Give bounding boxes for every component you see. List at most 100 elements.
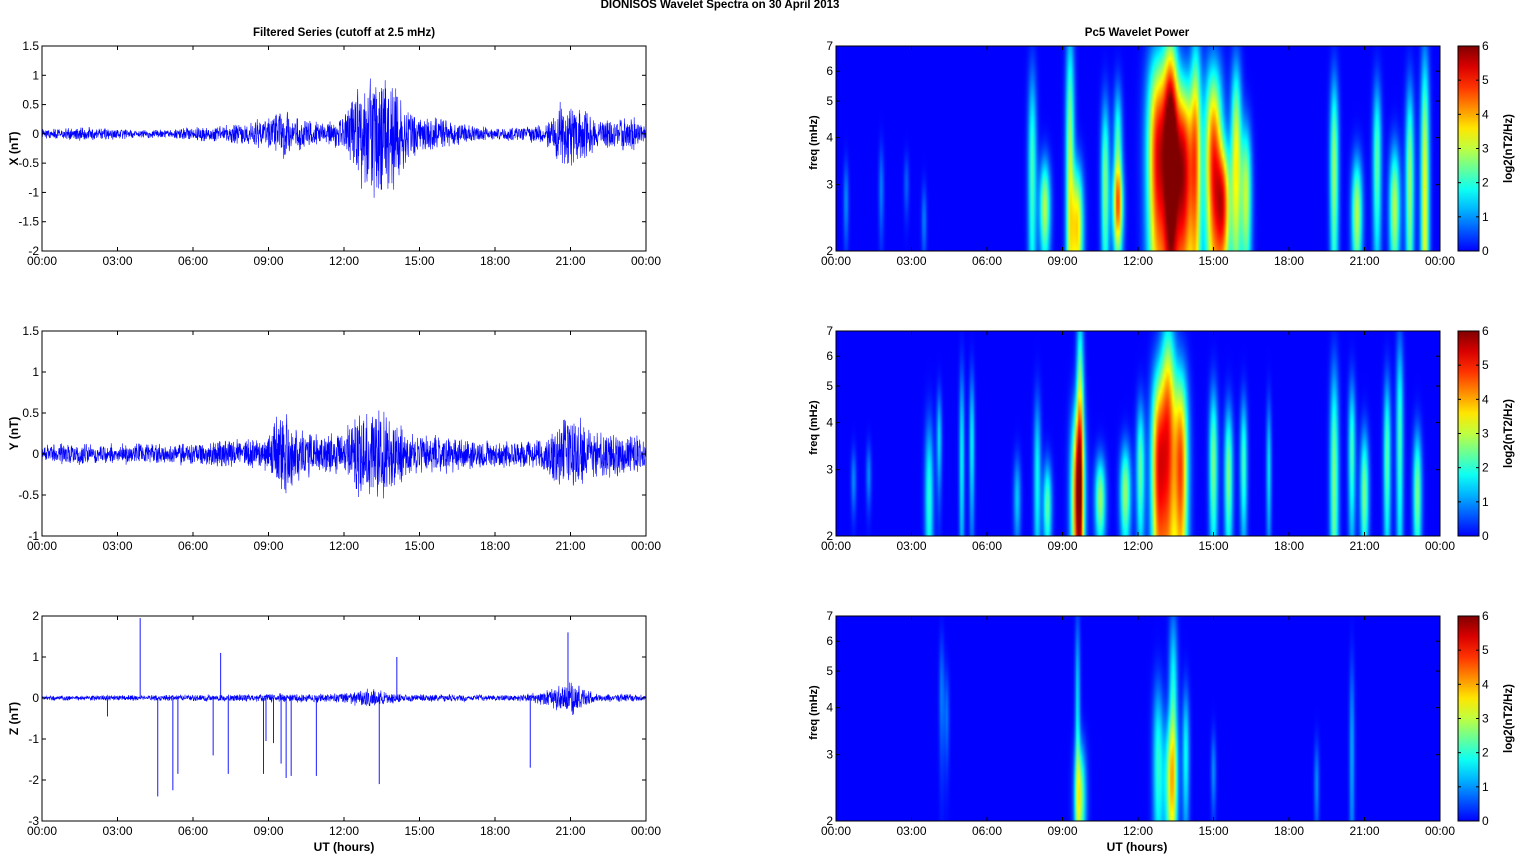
right-column-title: Pc5 Wavelet Power [1085,27,1190,39]
timeseries-x-x-tick-label: 00:00 [27,254,57,268]
wavelet-y-colorbar-tick-label: 1 [1482,495,1489,509]
wavelet-z-colorbar: 0 1 2 3 4 5 6 log2(nT2/Hz) [1457,609,1515,828]
wavelet-y-colorbar: 0 1 2 3 4 5 6 log2(nT2/Hz) [1457,324,1515,543]
timeseries-z-panel: -3 -2 -1 0 1 2 00:00 03:00 06:00 09:00 12:00 15:00 1… [7,609,661,838]
wavelet-y-y-tick-label: 3 [826,463,833,477]
wavelet-x-panel: 2 3 4 5 6 7 00:00 03:00 06:00 09:00 12:00 15:00 18:0… [808,39,1515,268]
wavelet-y-colorbar-label: log2(nT2/Hz) [1503,399,1515,468]
wavelet-x-colorbar-tick-label: 6 [1482,39,1489,53]
right-x-axis-label: UT (hours) [1107,840,1168,854]
wavelet-z-y-tick-label: 3 [826,748,833,762]
panels-group: -2 -1.5 -1 -0.5 0 0.5 1 1.5 00:00 03:00 06:00 09:00… [7,39,1515,838]
timeseries-z-y-tick-label: 0 [32,691,39,705]
timeseries-x-x-tick-label: 21:00 [555,254,585,268]
wavelet-y-colorbar-tick-label: 3 [1482,427,1489,441]
timeseries-z-x-tick-label: 06:00 [178,824,208,838]
timeseries-y-x-tick-label: 15:00 [404,539,434,553]
timeseries-y-y-tick-label: -0.5 [18,488,39,502]
timeseries-y-x-tick-label: 21:00 [555,539,585,553]
wavelet-y-y-tick-label: 4 [826,416,833,430]
figure-suptitle: DIONISOS Wavelet Spectra on 30 April 201… [601,0,840,11]
timeseries-x-y-axis-label: X (nT) [7,132,21,166]
timeseries-y-y-tick-label: 0 [32,447,39,461]
wavelet-x-colorbar-tick-label: 0 [1482,244,1489,258]
wavelet-x-colorbar-tick-label: 2 [1482,176,1489,190]
wavelet-z-y-tick-label: 4 [826,701,833,715]
wavelet-z-x-tick-label: 09:00 [1047,824,1077,838]
wavelet-y-x-tick-label: 06:00 [972,539,1002,553]
wavelet-z-colorbar-tick-label: 4 [1482,677,1489,691]
timeseries-x-x-tick-label: 09:00 [253,254,283,268]
timeseries-x-x-tick-label: 15:00 [404,254,434,268]
wavelet-x-y-tick-label: 5 [826,94,833,108]
wavelet-y-y-tick-label: 6 [826,349,833,363]
wavelet-z-spectrogram [836,616,1440,821]
wavelet-z-colorbar-tick-label: 2 [1482,746,1489,760]
wavelet-z-x-tick-label: 00:00 [821,824,851,838]
timeseries-x-y-tick-label: -1 [28,185,39,199]
wavelet-x-x-tick-label: 06:00 [972,254,1002,268]
timeseries-y-y-tick-label: -1 [28,529,39,543]
wavelet-x-x-tick-label: 12:00 [1123,254,1153,268]
wavelet-z-colorbar-label: log2(nT2/Hz) [1503,684,1515,753]
timeseries-x-y-tick-label: -0.5 [18,156,39,170]
timeseries-z-y-tick-label: 2 [32,609,39,623]
wavelet-z-y-tick-label: 6 [826,634,833,648]
timeseries-y-x-tick-label: 12:00 [329,539,359,553]
wavelet-y-x-tick-label: 12:00 [1123,539,1153,553]
wavelet-z-colorbar-tick-label: 3 [1482,712,1489,726]
timeseries-x-y-tick-label: -1.5 [18,215,39,229]
left-column-title: Filtered Series (cutoff at 2.5 mHz) [253,27,435,39]
timeseries-y-x-tick-label: 03:00 [102,539,132,553]
wavelet-x-y-tick-label: 7 [826,39,833,53]
wavelet-z-x-tick-label: 00:00 [1425,824,1455,838]
timeseries-y-trace [41,410,647,499]
wavelet-x-x-tick-label: 00:00 [821,254,851,268]
wavelet-y-colorbar-tick-label: 6 [1482,324,1489,338]
timeseries-y-x-tick-label: 09:00 [253,539,283,553]
wavelet-x-x-tick-label: 18:00 [1274,254,1304,268]
timeseries-x-y-tick-label: 1 [32,68,39,82]
left-x-axis-label: UT (hours) [314,840,375,854]
wavelet-y-x-tick-label: 21:00 [1349,539,1379,553]
wavelet-x-colorbar-bar [1457,45,1480,252]
timeseries-z-y-tick-label: -2 [28,773,39,787]
wavelet-x-y-tick-label: 4 [826,131,833,145]
wavelet-z-x-tick-label: 15:00 [1198,824,1228,838]
wavelet-y-x-tick-label: 09:00 [1047,539,1077,553]
timeseries-x-x-tick-label: 03:00 [102,254,132,268]
timeseries-y-x-tick-label: 00:00 [27,539,57,553]
timeseries-y-y-tick-label: 0.5 [22,406,39,420]
timeseries-y-y-axis-label: Y (nT) [7,417,21,451]
timeseries-z-x-tick-label: 21:00 [555,824,585,838]
wavelet-y-y-tick-label: 7 [826,324,833,338]
wavelet-x-colorbar: 0 1 2 3 4 5 6 log2(nT2/Hz) [1457,39,1515,258]
wavelet-y-x-tick-label: 18:00 [1274,539,1304,553]
timeseries-z-x-tick-label: 03:00 [102,824,132,838]
timeseries-x-y-tick-label: -2 [28,244,39,258]
wavelet-y-colorbar-bar [1457,330,1480,537]
wavelet-y-x-tick-label: 00:00 [821,539,851,553]
wavelet-z-x-tick-label: 12:00 [1123,824,1153,838]
wavelet-y-colorbar-tick-label: 4 [1482,392,1489,406]
timeseries-x-panel: -2 -1.5 -1 -0.5 0 0.5 1 1.5 00:00 03:00 06:00 09:00… [7,39,661,268]
wavelet-z-x-tick-label: 18:00 [1274,824,1304,838]
wavelet-x-spectrogram [836,46,1440,251]
timeseries-z-y-tick-label: -1 [28,732,39,746]
wavelet-y-panel: 2 3 4 5 6 7 00:00 03:00 06:00 09:00 12:00 15:00 18:0… [808,324,1515,553]
wavelet-y-colorbar-tick-label: 0 [1482,529,1489,543]
timeseries-x-y-tick-label: 1.5 [22,39,39,53]
wavelet-x-colorbar-tick-label: 4 [1482,107,1489,121]
wavelet-z-colorbar-bar [1457,615,1480,822]
timeseries-x-plot-area [42,46,646,251]
wavelet-x-colorbar-label: log2(nT2/Hz) [1503,114,1515,183]
timeseries-y-y-tick-label: 1 [32,365,39,379]
timeseries-y-panel: -1 -0.5 0 0.5 1 1.5 00:00 03:00 06:00 09:00 12:00 1… [7,324,661,553]
wavelet-z-colorbar-tick-label: 0 [1482,814,1489,828]
timeseries-x-x-tick-label: 00:00 [631,254,661,268]
wavelet-z-colorbar-tick-label: 5 [1482,643,1489,657]
wavelet-x-y-tick-label: 2 [826,244,833,258]
wavelet-z-x-tick-label: 06:00 [972,824,1002,838]
wavelet-y-x-tick-label: 00:00 [1425,539,1455,553]
